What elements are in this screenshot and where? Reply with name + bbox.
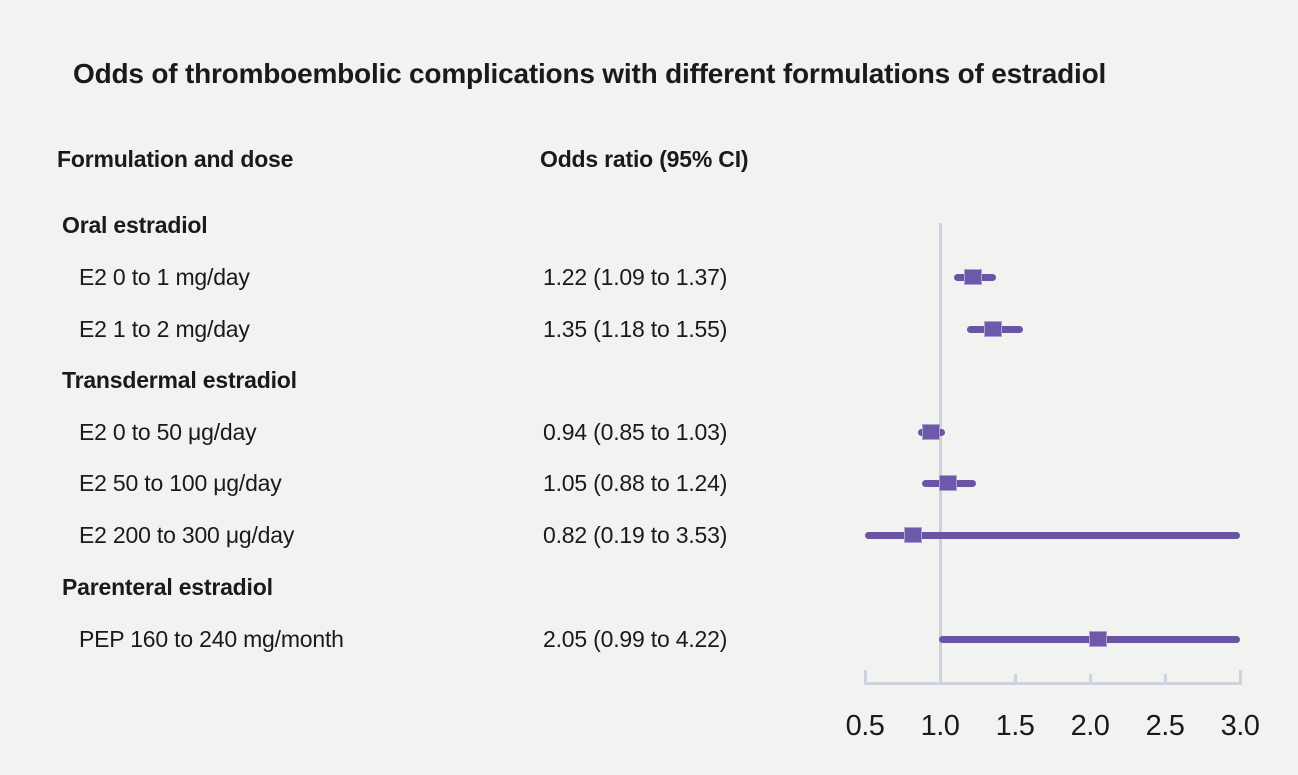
x-axis-tick-label: 1.0 bbox=[920, 710, 960, 742]
ci-line bbox=[865, 531, 1240, 539]
reference-line-or-1 bbox=[938, 223, 942, 685]
group-label-parenteral-estradiol: Parenteral estradiol bbox=[62, 574, 273, 600]
or-point-marker bbox=[922, 424, 940, 440]
column-header-formulation: Formulation and dose bbox=[57, 146, 294, 172]
or-point-marker bbox=[1088, 631, 1107, 647]
or-point-marker bbox=[938, 475, 957, 491]
row-label-e2-0-1-mg: E2 0 to 1 mg/day bbox=[79, 264, 250, 290]
x-axis-tick-label: 2.5 bbox=[1145, 710, 1185, 742]
figure-title: Odds of thromboembolic complications wit… bbox=[73, 58, 1107, 89]
group-label-oral-estradiol: Oral estradiol bbox=[62, 212, 208, 238]
x-axis-tick-label: 2.0 bbox=[1070, 710, 1110, 742]
x-axis-tick bbox=[1088, 674, 1092, 682]
x-axis-tick bbox=[1013, 674, 1017, 682]
x-axis-tick-label: 0.5 bbox=[845, 710, 885, 742]
or-value-e2-1-2-mg: 1.35 (1.18 to 1.55) bbox=[543, 316, 728, 342]
or-point-marker bbox=[964, 269, 982, 285]
x-axis-tick-label: 1.5 bbox=[995, 710, 1035, 742]
x-axis-line bbox=[863, 682, 1242, 685]
or-value-e2-50-100-ug: 1.05 (0.88 to 1.24) bbox=[543, 470, 728, 496]
group-label-transdermal-estradiol: Transdermal estradiol bbox=[62, 367, 297, 393]
or-value-e2-0-1-mg: 1.22 (1.09 to 1.37) bbox=[543, 264, 728, 290]
row-label-e2-200-300-ug: E2 200 to 300 μg/day bbox=[79, 522, 295, 548]
row-label-e2-1-2-mg: E2 1 to 2 mg/day bbox=[79, 316, 250, 342]
or-point-marker bbox=[904, 527, 922, 543]
or-point-marker bbox=[983, 321, 1002, 337]
row-label-e2-0-50-ug: E2 0 to 50 μg/day bbox=[79, 419, 257, 445]
or-value-pep-160-240-mg: 2.05 (0.99 to 4.22) bbox=[543, 626, 728, 652]
column-header-odds-ratio: Odds ratio (95% CI) bbox=[540, 146, 749, 172]
or-value-e2-0-50-ug: 0.94 (0.85 to 1.03) bbox=[543, 419, 728, 445]
or-value-e2-200-300-ug: 0.82 (0.19 to 3.53) bbox=[543, 522, 728, 548]
x-axis-tick bbox=[1163, 674, 1167, 682]
row-label-pep-160-240-mg: PEP 160 to 240 mg/month bbox=[79, 626, 344, 652]
x-axis-tick bbox=[863, 670, 867, 682]
row-label-e2-50-100-ug: E2 50 to 100 μg/day bbox=[79, 470, 282, 496]
x-axis-tick-label: 3.0 bbox=[1220, 710, 1260, 742]
x-axis-tick bbox=[1238, 670, 1242, 682]
